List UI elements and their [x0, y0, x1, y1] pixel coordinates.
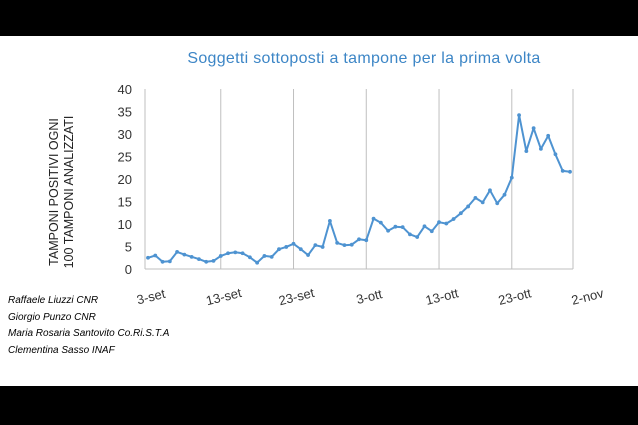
x-tick-label: 23-ott — [497, 285, 533, 308]
data-point — [466, 204, 471, 209]
data-point — [553, 152, 558, 157]
x-tick-label: 2-nov — [570, 285, 606, 308]
data-point — [386, 228, 391, 233]
y-tick-label: 25 — [118, 150, 132, 165]
x-tick-label: 23-set — [277, 285, 316, 308]
data-point — [458, 211, 463, 216]
data-point — [422, 224, 427, 229]
data-point — [488, 188, 492, 193]
data-point — [538, 146, 543, 151]
data-point — [408, 232, 412, 237]
data-point — [277, 247, 281, 252]
data-point — [320, 245, 325, 249]
data-point — [240, 251, 245, 256]
data-point — [291, 241, 296, 246]
data-point — [262, 254, 267, 258]
x-tick-label: 13-ott — [424, 285, 460, 308]
data-point — [429, 229, 434, 234]
data-point — [509, 175, 514, 180]
data-point — [400, 225, 405, 230]
credit-line: Giorgio Punzo CNR — [8, 311, 96, 323]
data-point — [480, 200, 485, 205]
data-point — [269, 254, 274, 259]
credit-line: Maria Rosaria Santovito Co.Ri.S.T.A — [8, 328, 170, 339]
data-point — [560, 169, 565, 173]
data-point — [189, 254, 194, 259]
data-point — [364, 238, 369, 243]
data-point — [233, 250, 238, 255]
data-point — [153, 253, 158, 258]
data-point — [197, 257, 201, 261]
credit-line: Clementina Sasso INAF — [8, 344, 115, 356]
data-point — [226, 251, 230, 256]
credits-block: Raffaele Liuzzi CNR Giorgio Punzo CNR Ma… — [8, 293, 169, 359]
data-point — [378, 220, 383, 225]
y-tick-label: 20 — [118, 172, 132, 187]
data-point — [531, 126, 536, 131]
data-point — [146, 255, 150, 260]
data-point — [218, 254, 223, 258]
credit-line: Raffaele Liuzzi CNR — [8, 295, 99, 306]
data-point — [444, 221, 449, 226]
data-point — [313, 243, 318, 248]
x-tick-label: 13-set — [204, 285, 243, 308]
data-point — [502, 192, 507, 197]
data-point — [247, 255, 252, 260]
data-point — [211, 259, 216, 263]
data-point — [349, 242, 354, 247]
data-point — [357, 237, 361, 242]
data-point — [495, 201, 500, 206]
y-tick-label: 5 — [125, 240, 132, 255]
data-point — [298, 247, 303, 252]
x-tick-label: 3-ott — [355, 286, 384, 307]
y-tick-label: 10 — [118, 217, 132, 232]
data-point — [451, 217, 456, 221]
data-point — [160, 259, 165, 264]
data-point — [175, 250, 180, 254]
data-point — [517, 113, 521, 117]
data-point — [524, 149, 529, 153]
y-tick-label: 35 — [118, 105, 132, 120]
data-point — [204, 259, 209, 264]
data-point — [327, 218, 332, 223]
data-point — [371, 216, 376, 221]
data-point — [167, 259, 172, 264]
data-point — [284, 245, 289, 249]
data-point — [182, 252, 187, 257]
data-point — [546, 133, 551, 138]
y-tick-label: 0 — [125, 262, 132, 277]
data-point — [255, 260, 260, 265]
data-point — [437, 220, 441, 225]
y-tick-label: 30 — [118, 127, 132, 142]
data-point — [306, 253, 310, 257]
data-point — [568, 169, 572, 174]
data-point — [415, 235, 420, 239]
chart-title: Soggetti sottoposti a tampone per la pri… — [187, 50, 541, 67]
y-tick-label: 40 — [118, 82, 132, 97]
chart-panel: Soggetti sottoposti a tampone per la pri… — [0, 36, 638, 386]
x-tick-label: 3-set — [135, 286, 167, 308]
data-point — [393, 224, 398, 229]
data-point — [473, 196, 478, 200]
data-point — [342, 243, 347, 248]
line-chart: 0 5 10 15 20 25 30 35 40 3-set 13-set 23-set 3-ott 13… — [118, 82, 606, 308]
y-tick-label: 15 — [118, 195, 132, 210]
data-point — [335, 241, 340, 245]
